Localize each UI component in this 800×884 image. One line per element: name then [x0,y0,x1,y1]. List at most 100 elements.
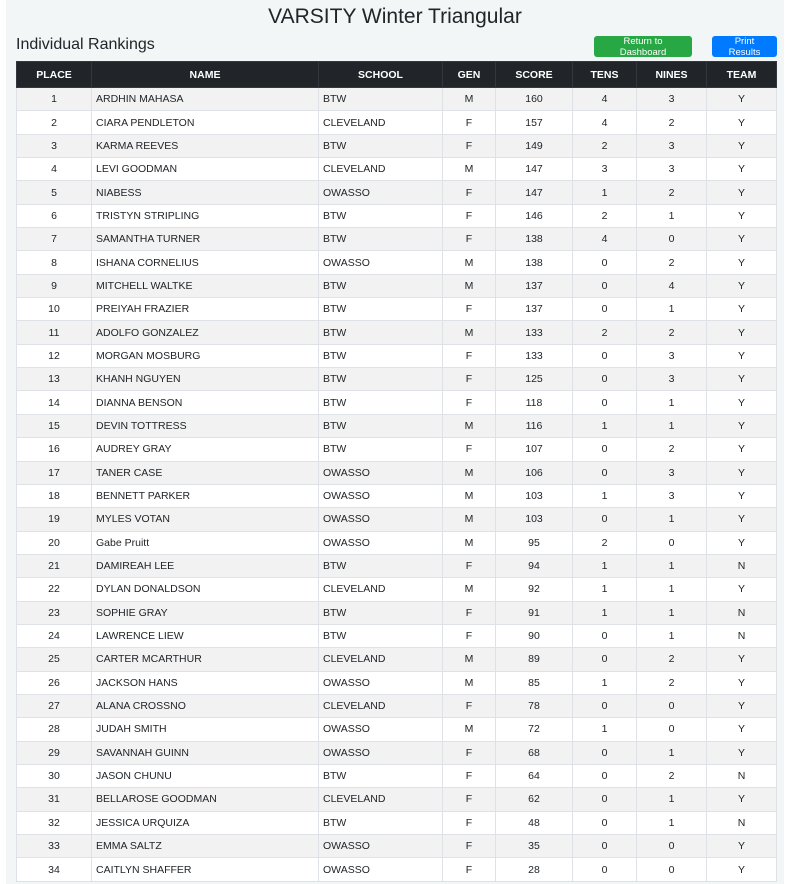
cell-place: 20 [16,530,92,555]
table-row: 24 LAWRENCE LIEW BTW F 90 0 1 N [16,623,777,649]
cell-nines: 3 [636,343,707,369]
print-results-button[interactable]: Print Results [712,36,777,58]
cell-tens: 0 [572,343,637,369]
cell-nines: 3 [636,483,707,509]
cell-team: Y [706,320,777,345]
cell-score: 35 [495,833,573,859]
cell-gender: F [442,367,496,392]
cell-school: BTW [318,273,443,299]
cell-gender: F [442,390,496,415]
table-row: 21 DAMIREAH LEE BTW F 94 1 1 N [16,553,777,579]
cell-tens: 0 [572,367,637,392]
cell-place: 6 [16,203,92,229]
cell-tens: 0 [572,763,637,789]
cell-name: TANER CASE [91,460,319,485]
table-row: 1 ARDHIN MAHASA BTW M 160 4 3 Y [16,86,777,112]
page-title: VARSITY Winter Triangular [268,5,522,28]
cell-tens: 0 [572,390,637,415]
cell-score: 146 [495,203,573,229]
cell-place: 16 [16,437,92,462]
column-header-gender: GEN [442,61,496,88]
table-row: 18 BENNETT PARKER OWASSO M 103 1 3 Y [16,483,777,509]
cell-nines: 1 [636,203,707,229]
cell-team: Y [706,110,777,135]
cell-name: NIABESS [91,180,319,205]
cell-score: 137 [495,273,573,299]
cell-name: ARDHIN MAHASA [91,86,319,112]
cell-name: DYLAN DONALDSON [91,577,319,602]
cell-gender: F [442,180,496,205]
cell-gender: F [442,437,496,462]
cell-school: OWASSO [318,483,443,509]
cell-place: 9 [16,273,92,299]
cell-school: OWASSO [318,833,443,859]
cell-score: 91 [495,600,573,625]
table-row: 6 TRISTYN STRIPLING BTW F 146 2 1 Y [16,203,777,229]
cell-school: CLEVELAND [318,110,443,135]
cell-nines: 1 [636,297,707,322]
cell-school: BTW [318,203,443,229]
cell-name: DAMIREAH LEE [91,553,319,579]
cell-nines: 2 [636,180,707,205]
cell-school: OWASSO [318,717,443,742]
cell-nines: 1 [636,623,707,649]
cell-name: MITCHELL WALTKE [91,273,319,299]
cell-score: 28 [495,857,573,882]
cell-team: N [706,810,777,836]
column-header-place: PLACE [16,61,92,88]
cell-score: 125 [495,367,573,392]
cell-score: 147 [495,157,573,182]
cell-place: 29 [16,740,92,765]
cell-score: 116 [495,413,573,439]
table-row: 20 Gabe Pruitt OWASSO M 95 2 0 Y [16,530,777,555]
cell-place: 17 [16,460,92,485]
cell-score: 138 [495,250,573,275]
table-row: 12 MORGAN MOSBURG BTW F 133 0 3 Y [16,343,777,369]
cell-tens: 0 [572,693,637,719]
table-row: 19 MYLES VOTAN OWASSO M 103 0 1 Y [16,507,777,532]
cell-school: OWASSO [318,460,443,485]
cell-name: CAITLYN SHAFFER [91,857,319,882]
cell-score: 89 [495,647,573,672]
cell-team: Y [706,670,777,695]
cell-nines: 2 [636,250,707,275]
cell-school: BTW [318,623,443,649]
cell-gender: M [442,717,496,742]
cell-team: Y [706,390,777,415]
cell-tens: 0 [572,507,637,532]
cell-school: BTW [318,86,443,112]
return-to-dashboard-button[interactable]: Return to Dashboard [594,36,692,58]
cell-tens: 1 [572,180,637,205]
table-row: 8 ISHANA CORNELIUS OWASSO M 138 0 2 Y [16,250,777,275]
cell-score: 68 [495,740,573,765]
cell-school: BTW [318,413,443,439]
cell-gender: M [442,157,496,182]
cell-place: 14 [16,390,92,415]
cell-gender: F [442,110,496,135]
cell-score: 103 [495,507,573,532]
cell-gender: F [442,203,496,229]
cell-tens: 4 [572,86,637,112]
cell-name: EMMA SALTZ [91,833,319,859]
cell-name: PREIYAH FRAZIER [91,297,319,322]
cell-place: 1 [16,86,92,112]
cell-nines: 2 [636,670,707,695]
cell-gender: M [442,577,496,602]
cell-place: 5 [16,180,92,205]
cell-name: MYLES VOTAN [91,507,319,532]
table-row: 22 DYLAN DONALDSON CLEVELAND M 92 1 1 Y [16,577,777,602]
cell-tens: 0 [572,857,637,882]
cell-name: Gabe Pruitt [91,530,319,555]
table-row: 17 TANER CASE OWASSO M 106 0 3 Y [16,460,777,485]
cell-score: 95 [495,530,573,555]
cell-gender: F [442,693,496,719]
cell-tens: 1 [572,670,637,695]
cell-school: BTW [318,297,443,322]
cell-score: 137 [495,297,573,322]
cell-gender: F [442,763,496,789]
column-header-score: SCORE [495,61,573,88]
cell-gender: F [442,343,496,369]
cell-place: 25 [16,647,92,672]
cell-name: LAWRENCE LIEW [91,623,319,649]
cell-place: 23 [16,600,92,625]
